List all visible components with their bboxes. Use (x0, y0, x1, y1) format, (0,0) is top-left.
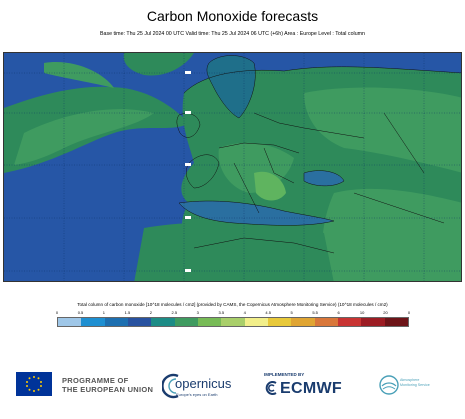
north-atlantic-band (44, 62, 114, 88)
black-sea (304, 170, 344, 186)
latitude-markers (185, 71, 191, 272)
colorbar-swatch (127, 318, 152, 326)
colorbar-swatch (244, 318, 268, 326)
implemented-by-label: IMPLEMENTED BY (264, 372, 305, 377)
balkans-high (254, 171, 286, 201)
colorbar-swatch (384, 318, 408, 326)
russia-band (304, 87, 461, 173)
graticule (4, 53, 461, 281)
tick-label: 5.5 (312, 310, 318, 315)
map-canvas (4, 53, 461, 281)
colorbar-swatch (314, 318, 338, 326)
colorbar-swatch (361, 318, 385, 326)
atlantic-plume-core (14, 109, 154, 165)
tick-label: 3 (196, 310, 199, 315)
legend-colorbar (57, 317, 409, 327)
cams-text: Atmosphere Monitoring Service (400, 378, 430, 388)
footer-logos: PROGRAMME OF THE EUROPEAN UNION opernicu… (0, 360, 465, 410)
colorbar-swatch (291, 318, 315, 326)
copernicus-name: opernicus (175, 376, 232, 391)
eu-programme-text: PROGRAMME OF THE EUROPEAN UNION (62, 376, 153, 394)
colorbar-swatch (197, 318, 222, 326)
colorbar-swatch (221, 318, 245, 326)
colorbar-swatch (337, 318, 362, 326)
middle-east-green (321, 188, 461, 281)
tick-label: 10 (359, 310, 365, 315)
colorbar-swatch (151, 318, 175, 326)
colorbar-swatch (174, 318, 198, 326)
tick-label: 4.5 (265, 310, 271, 315)
eu-line-1: PROGRAMME OF (62, 376, 129, 385)
tick-label: 20 (383, 310, 388, 315)
tick-label: 0 (55, 310, 59, 315)
tick-label: 2.5 (171, 310, 178, 315)
tick-label: 2 (149, 310, 152, 315)
cams-line-2: Monitoring Service (400, 383, 430, 387)
ecmwf-icon (264, 381, 278, 395)
tick-label: 5 (290, 310, 293, 315)
greenland-area (123, 53, 194, 76)
cams-icon (378, 374, 400, 396)
page-title: Carbon Monoxide forecasts (146, 8, 319, 24)
colorbar-swatch (58, 318, 82, 326)
mediterranean-sea (179, 200, 334, 226)
tick-label: 1 (102, 310, 106, 315)
forecast-subtitle: Base time: Thu 25 Jul 2024 00 UTC Valid … (99, 31, 366, 37)
legend-title: Total column of carbon monoxide [10^18 m… (77, 302, 388, 307)
tick-label: 4 (243, 310, 246, 315)
copernicus-logo-icon (161, 372, 242, 402)
co-forecast-map[interactable] (3, 52, 462, 282)
cams-line-1: Atmosphere (400, 378, 420, 382)
colorbar-swatch (81, 318, 105, 326)
tick-label: 0.5 (77, 310, 84, 315)
colorbar-swatch (104, 318, 128, 326)
tick-label: 1.5 (124, 310, 131, 315)
legend-ticks: 0 0.5 1 1.5 2 2.5 3 3.5 4 4.5 5 5.5 6 10… (55, 310, 411, 316)
colorbar-swatch (267, 318, 292, 326)
ecmwf-logo-text: ECMWF (280, 380, 342, 397)
eu-flag-icon (16, 372, 52, 396)
tick-label: 3.5 (218, 310, 225, 315)
eu-line-2: THE EUROPEAN UNION (62, 385, 154, 394)
tick-label: 0 (407, 310, 411, 315)
copernicus-tagline: Europe's eyes on Earth (176, 392, 218, 397)
tick-label: 6 (337, 310, 340, 315)
